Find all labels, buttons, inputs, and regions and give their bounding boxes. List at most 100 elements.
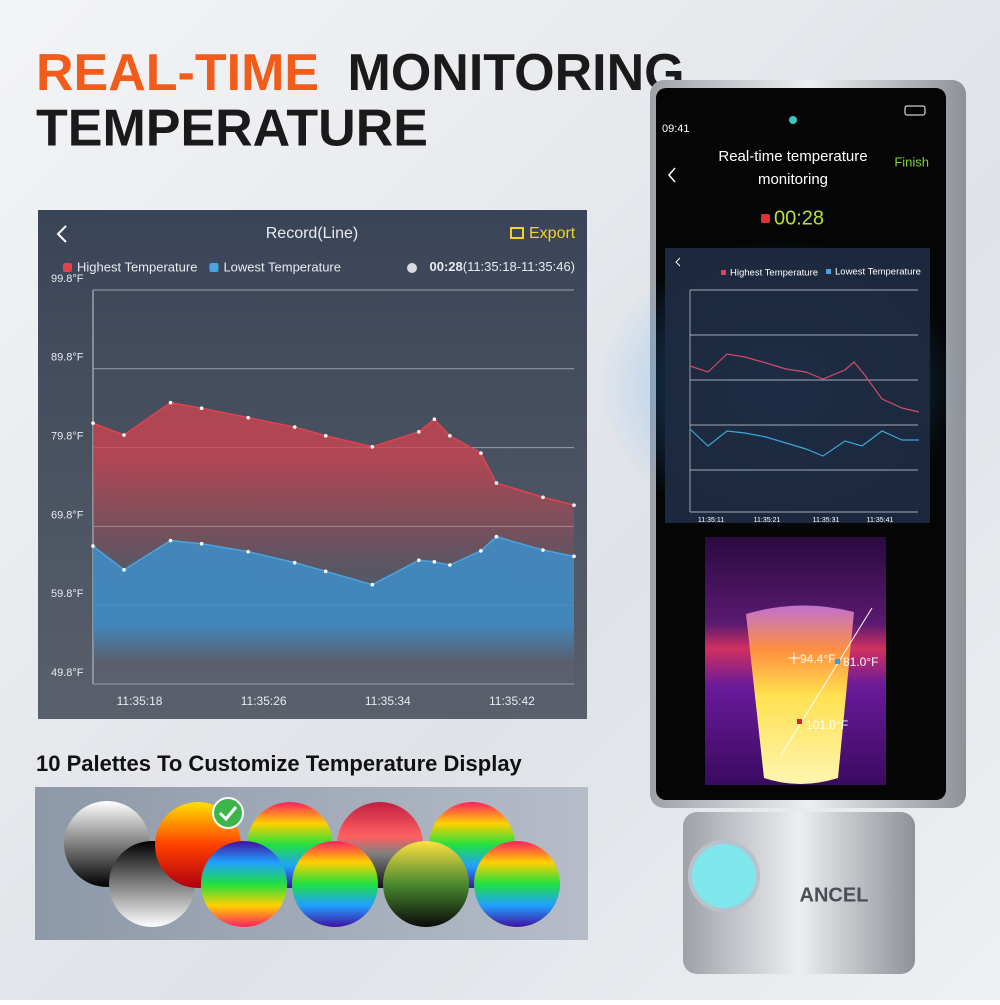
mini-legend-high: Highest Temperature	[730, 268, 818, 279]
data-point	[168, 400, 173, 405]
headline: REAL-TIME MONITORING	[36, 44, 685, 102]
mini-high-line	[689, 353, 920, 413]
export-button[interactable]: Export	[510, 225, 576, 242]
reading-max: 101.0°F	[806, 718, 848, 732]
data-point	[572, 554, 576, 559]
mini-legend-blue	[826, 269, 831, 274]
mini-low-line	[689, 428, 919, 457]
mini-x-label: 11:35:21	[754, 517, 781, 524]
mini-x-label: 11:35:11	[698, 517, 724, 524]
device-lens	[688, 840, 760, 912]
data-point	[432, 417, 437, 422]
status-time: 09:41	[662, 123, 690, 135]
export-label: Export	[529, 225, 576, 242]
y-tick-label: 69.8°F	[51, 509, 84, 521]
measure-line	[780, 607, 873, 756]
y-tick-label: 79.8°F	[51, 431, 84, 443]
camera	[789, 116, 797, 124]
data-point	[323, 433, 328, 438]
data-point	[168, 538, 173, 543]
legend-label: Highest Temperature	[77, 259, 197, 274]
duration-range: (11:35:18-11:35:46)	[463, 259, 575, 274]
data-point	[323, 569, 328, 574]
mini-legend-red	[721, 270, 726, 275]
x-tick-label: 11:35:42	[489, 694, 535, 708]
data-point	[479, 451, 483, 455]
palette-rainbow-reverse[interactable]	[201, 841, 287, 927]
legend-label: Lowest Temperature	[223, 259, 341, 274]
crosshair	[788, 652, 800, 664]
reading-center: 94.4°F	[800, 652, 835, 666]
data-point	[541, 548, 545, 552]
data-point	[370, 582, 375, 587]
palettes	[35, 787, 588, 940]
x-tick-label: 11:35:18	[117, 694, 163, 708]
mini-x-label: 11:35:31	[813, 517, 840, 524]
selected-check	[212, 797, 244, 829]
data-point	[479, 549, 483, 553]
chart-panel: Record(Line) Export 00:28(11:35:18-11:35…	[38, 210, 587, 719]
y-tick-label: 89.8°F	[51, 352, 84, 364]
data-point	[199, 406, 204, 411]
headline-rest: MONITORING	[348, 44, 685, 102]
data-point	[292, 425, 297, 429]
y-tick-label: 49.8°F	[51, 667, 84, 679]
data-point	[246, 549, 250, 554]
mini-legend-low: Lowest Temperature	[835, 267, 921, 278]
phone-timer: 00:28	[774, 207, 824, 229]
data-point	[448, 563, 452, 567]
data-point	[448, 433, 452, 438]
headline-line2: TEMPERATURE	[36, 100, 428, 158]
max-marker	[797, 719, 802, 724]
mini-grid	[689, 289, 918, 513]
data-point	[541, 495, 545, 500]
data-point	[122, 567, 126, 572]
phone-title-1: Real-time temperature	[718, 148, 867, 165]
data-point	[417, 558, 421, 563]
x-tick-label: 11:35:34	[365, 694, 411, 708]
data-point	[292, 560, 297, 565]
duration: 00:28(11:35:18-11:35:46)	[429, 259, 575, 274]
reading-min: 81.0°F	[843, 655, 878, 669]
mini-panel	[665, 248, 930, 523]
legend-swatch	[63, 263, 72, 272]
data-point	[432, 560, 437, 564]
record-dot	[761, 214, 770, 223]
legend-swatch	[209, 263, 219, 272]
series-area	[93, 536, 574, 684]
data-point	[91, 421, 95, 425]
palettes-title: 10 Palettes To Customize Temperature Dis…	[36, 751, 523, 776]
data-point	[91, 544, 95, 548]
clock-icon	[407, 263, 417, 273]
x-tick-label: 11:35:26	[241, 694, 287, 708]
min-marker	[835, 659, 840, 664]
mini-x-label: 11:35:41	[867, 517, 894, 524]
phone: 09:41 Real-time temperature monitoring F…	[600, 80, 966, 808]
y-tick-label: 59.8°F	[51, 588, 84, 600]
palette-medical[interactable]	[383, 841, 469, 927]
data-point	[417, 430, 421, 434]
device-brand: ANCEL	[800, 884, 869, 906]
back-icon[interactable]	[56, 225, 67, 243]
data-point	[494, 481, 499, 485]
chart-title: Record(Line)	[266, 225, 358, 242]
thermal-cup	[746, 605, 854, 784]
y-tick-label: 99.8°F	[51, 273, 84, 285]
data-point	[572, 503, 576, 507]
data-point	[246, 415, 250, 420]
data-point	[370, 445, 375, 449]
phone-back[interactable]	[668, 167, 676, 183]
headline-accent: REAL-TIME	[36, 44, 319, 102]
duration-value: 00:28	[429, 259, 462, 274]
palette-spectrum[interactable]	[474, 841, 560, 927]
export-icon	[510, 227, 524, 239]
phone-finish[interactable]: Finish	[894, 154, 929, 169]
phone-title-2: monitoring	[758, 171, 828, 188]
check-mark	[218, 806, 238, 822]
mini-back	[675, 257, 681, 267]
palette-high-contrast[interactable]	[292, 841, 378, 927]
data-point	[122, 433, 126, 437]
thermal-device: ANCEL	[683, 812, 915, 974]
data-point	[494, 534, 499, 539]
